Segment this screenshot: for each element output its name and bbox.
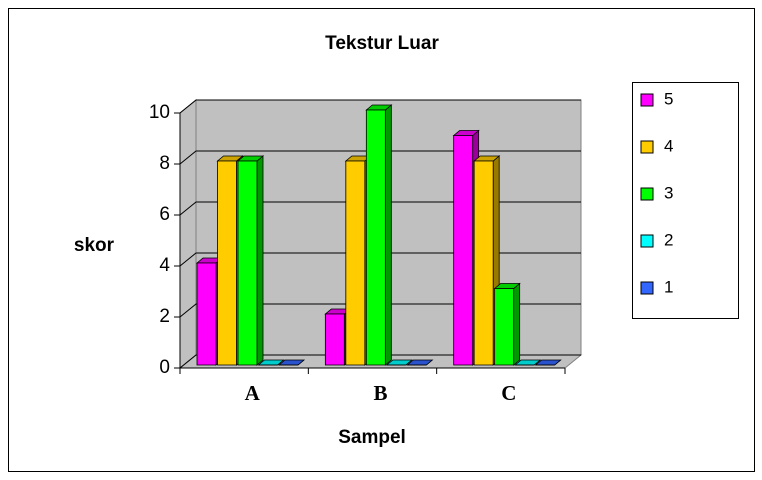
bar-side (384, 104, 392, 366)
grid-line (179, 201, 581, 216)
bar-front (494, 288, 515, 366)
bar-front (217, 160, 237, 366)
bar-front (345, 160, 366, 366)
y-tick-label: 10 (149, 102, 170, 123)
y-axis-label: skor (74, 235, 115, 256)
bar-front (473, 160, 494, 366)
bar (277, 359, 306, 366)
grid-line (179, 354, 581, 369)
legend-swatch (640, 93, 654, 107)
side-wall (179, 98, 197, 370)
legend-label: 5 (664, 89, 673, 108)
bar (406, 359, 434, 366)
bar-front (365, 109, 386, 366)
legend-label: 3 (664, 183, 673, 202)
y-tick-label: 2 (159, 306, 170, 327)
bar (493, 282, 521, 366)
x-tick-label: A (245, 381, 261, 405)
y-tick-label: 8 (159, 153, 170, 174)
y-tick-label: 4 (159, 255, 170, 276)
legend-swatch (640, 281, 654, 295)
legend-label: 4 (664, 136, 673, 155)
y-tick-label: 0 (159, 357, 170, 378)
bar-front (196, 262, 217, 366)
legend-swatch (640, 187, 654, 201)
y-tick-label: 6 (159, 204, 170, 225)
chart-title: Tekstur Luar (325, 33, 439, 54)
grid-line (179, 303, 581, 318)
grid-line (179, 99, 581, 114)
x-tick-label: C (501, 381, 516, 405)
bar-side (513, 282, 521, 366)
legend-label: 2 (664, 230, 673, 249)
bar (257, 359, 285, 366)
bar-front (324, 313, 345, 366)
bar-front (237, 160, 258, 366)
x-tick-label: B (373, 381, 387, 405)
x-axis-label: Sampel (338, 427, 406, 448)
legend-swatch (640, 140, 654, 154)
bar (236, 155, 265, 366)
legend-label: 1 (664, 277, 673, 296)
legend-swatch (640, 234, 654, 248)
bar (534, 359, 562, 366)
grid-line (179, 150, 581, 165)
bar (514, 359, 542, 366)
bar-front (453, 135, 474, 366)
bar (365, 104, 393, 366)
bar-side (256, 155, 264, 366)
grid-line (179, 252, 581, 267)
bar (385, 359, 413, 366)
